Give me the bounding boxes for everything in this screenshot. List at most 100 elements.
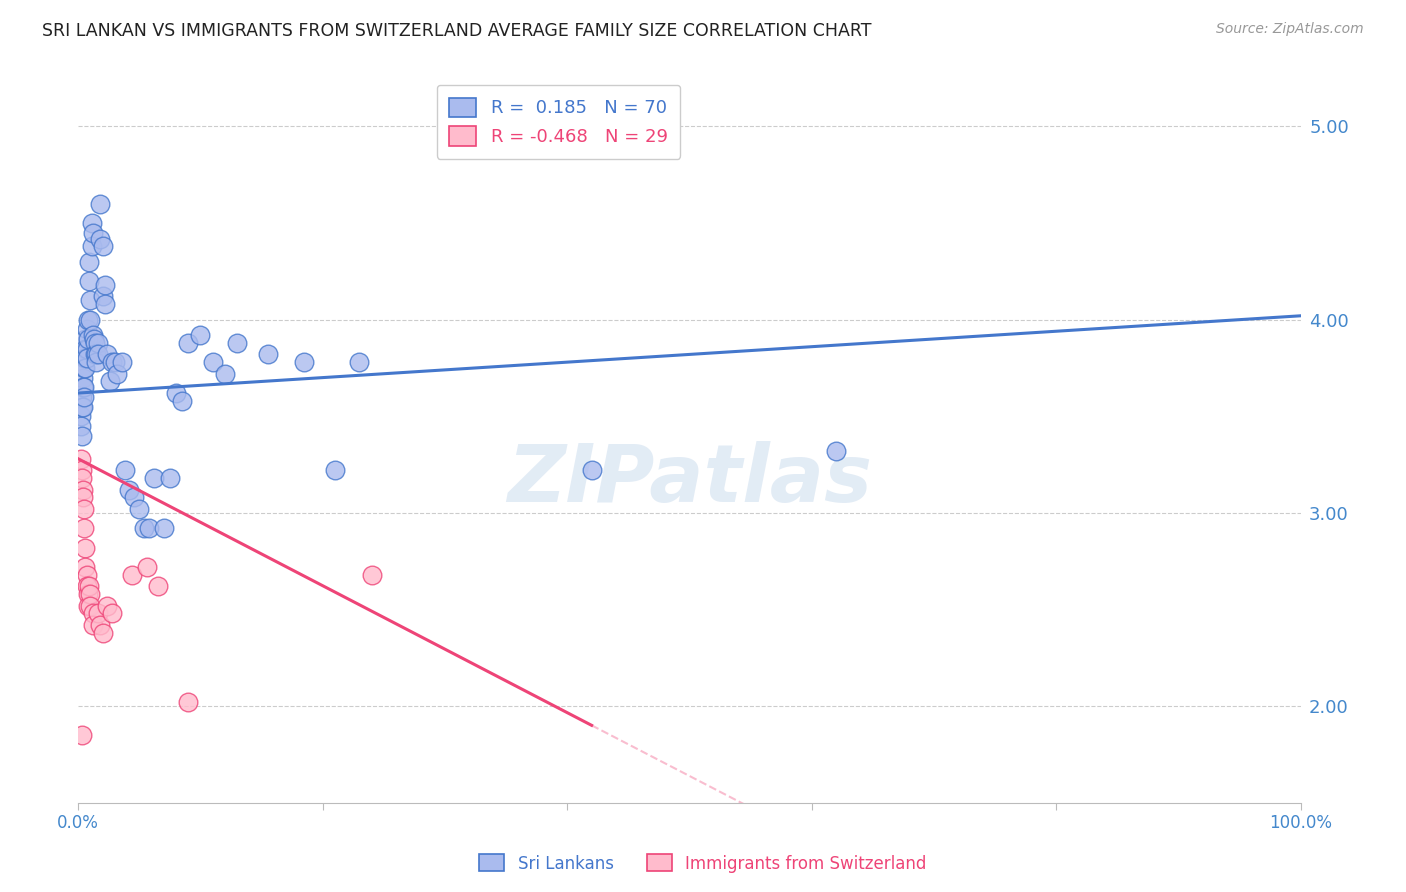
Point [77, 579, 100, 593]
Point [75, 360, 97, 375]
Point [82, 328, 104, 343]
Point [101, 355, 124, 369]
Point [70, 400, 93, 414]
Point [77, 312, 100, 326]
Point [84, 347, 107, 361]
Point [76, 579, 98, 593]
Point [73, 521, 96, 535]
Point [73, 502, 96, 516]
Point [70, 728, 93, 742]
Point [226, 335, 249, 350]
Point [77, 587, 100, 601]
Point [91, 625, 114, 640]
Point [77, 332, 100, 346]
Point [72, 491, 94, 505]
Point [146, 579, 169, 593]
Point [134, 521, 156, 535]
Point [114, 463, 136, 477]
Point [84, 335, 107, 350]
Point [79, 587, 101, 601]
Point [73, 390, 96, 404]
Point [69, 451, 91, 466]
Point [70, 390, 93, 404]
Point [177, 695, 200, 709]
Point [72, 380, 94, 394]
Point [152, 521, 174, 535]
Point [124, 491, 146, 505]
Point [73, 380, 96, 394]
Point [118, 483, 141, 497]
Point [128, 502, 150, 516]
Point [75, 351, 97, 366]
Point [135, 560, 157, 574]
Point [79, 293, 101, 308]
Point [79, 312, 101, 326]
Point [70, 471, 93, 485]
Point [165, 386, 187, 401]
Point [89, 618, 111, 632]
Point [75, 560, 97, 574]
Point [101, 607, 124, 621]
Point [73, 360, 96, 375]
Point [70, 428, 93, 442]
Point [201, 355, 224, 369]
Point [76, 567, 98, 582]
Text: Source: ZipAtlas.com: Source: ZipAtlas.com [1216, 22, 1364, 37]
Point [159, 471, 181, 485]
Point [98, 375, 121, 389]
Point [581, 463, 603, 477]
Point [69, 409, 91, 424]
Point [96, 347, 118, 361]
Point [72, 483, 94, 497]
Point [349, 355, 371, 369]
Point [82, 226, 104, 240]
Point [142, 471, 165, 485]
Point [177, 335, 200, 350]
Point [94, 297, 117, 311]
Point [292, 355, 315, 369]
Point [76, 351, 98, 366]
Legend: Sri Lankans, Immigrants from Switzerland: Sri Lankans, Immigrants from Switzerland [472, 847, 934, 880]
Point [75, 342, 97, 356]
Text: SRI LANKAN VS IMMIGRANTS FROM SWITZERLAND AVERAGE FAMILY SIZE CORRELATION CHART: SRI LANKAN VS IMMIGRANTS FROM SWITZERLAN… [42, 22, 872, 40]
Point [214, 367, 236, 381]
Point [323, 463, 346, 477]
Point [77, 274, 100, 288]
Point [70, 463, 93, 477]
Point [69, 418, 91, 433]
Point [79, 599, 101, 613]
Point [96, 599, 118, 613]
Point [111, 355, 134, 369]
Point [73, 351, 96, 366]
Point [72, 370, 94, 384]
Point [104, 355, 127, 369]
Point [86, 355, 108, 369]
Point [825, 444, 848, 458]
Point [86, 347, 108, 361]
Point [86, 347, 108, 361]
Text: ZIPatlas: ZIPatlas [508, 441, 872, 518]
Point [256, 347, 278, 361]
Point [94, 277, 117, 292]
Point [86, 335, 108, 350]
Point [77, 599, 100, 613]
Point [75, 332, 97, 346]
Point [86, 607, 108, 621]
Point [82, 618, 104, 632]
Point [76, 322, 98, 336]
Point [83, 332, 105, 346]
Point [105, 367, 128, 381]
Point [72, 400, 94, 414]
Point [82, 607, 104, 621]
Legend: R =  0.185   N = 70, R = -0.468   N = 29: R = 0.185 N = 70, R = -0.468 N = 29 [437, 85, 681, 159]
Point [75, 541, 97, 555]
Point [80, 216, 103, 230]
Point [89, 196, 111, 211]
Point [190, 328, 212, 343]
Point [360, 567, 382, 582]
Point [80, 239, 103, 253]
Point [138, 521, 160, 535]
Point [91, 289, 114, 303]
Point [76, 342, 98, 356]
Point [89, 231, 111, 245]
